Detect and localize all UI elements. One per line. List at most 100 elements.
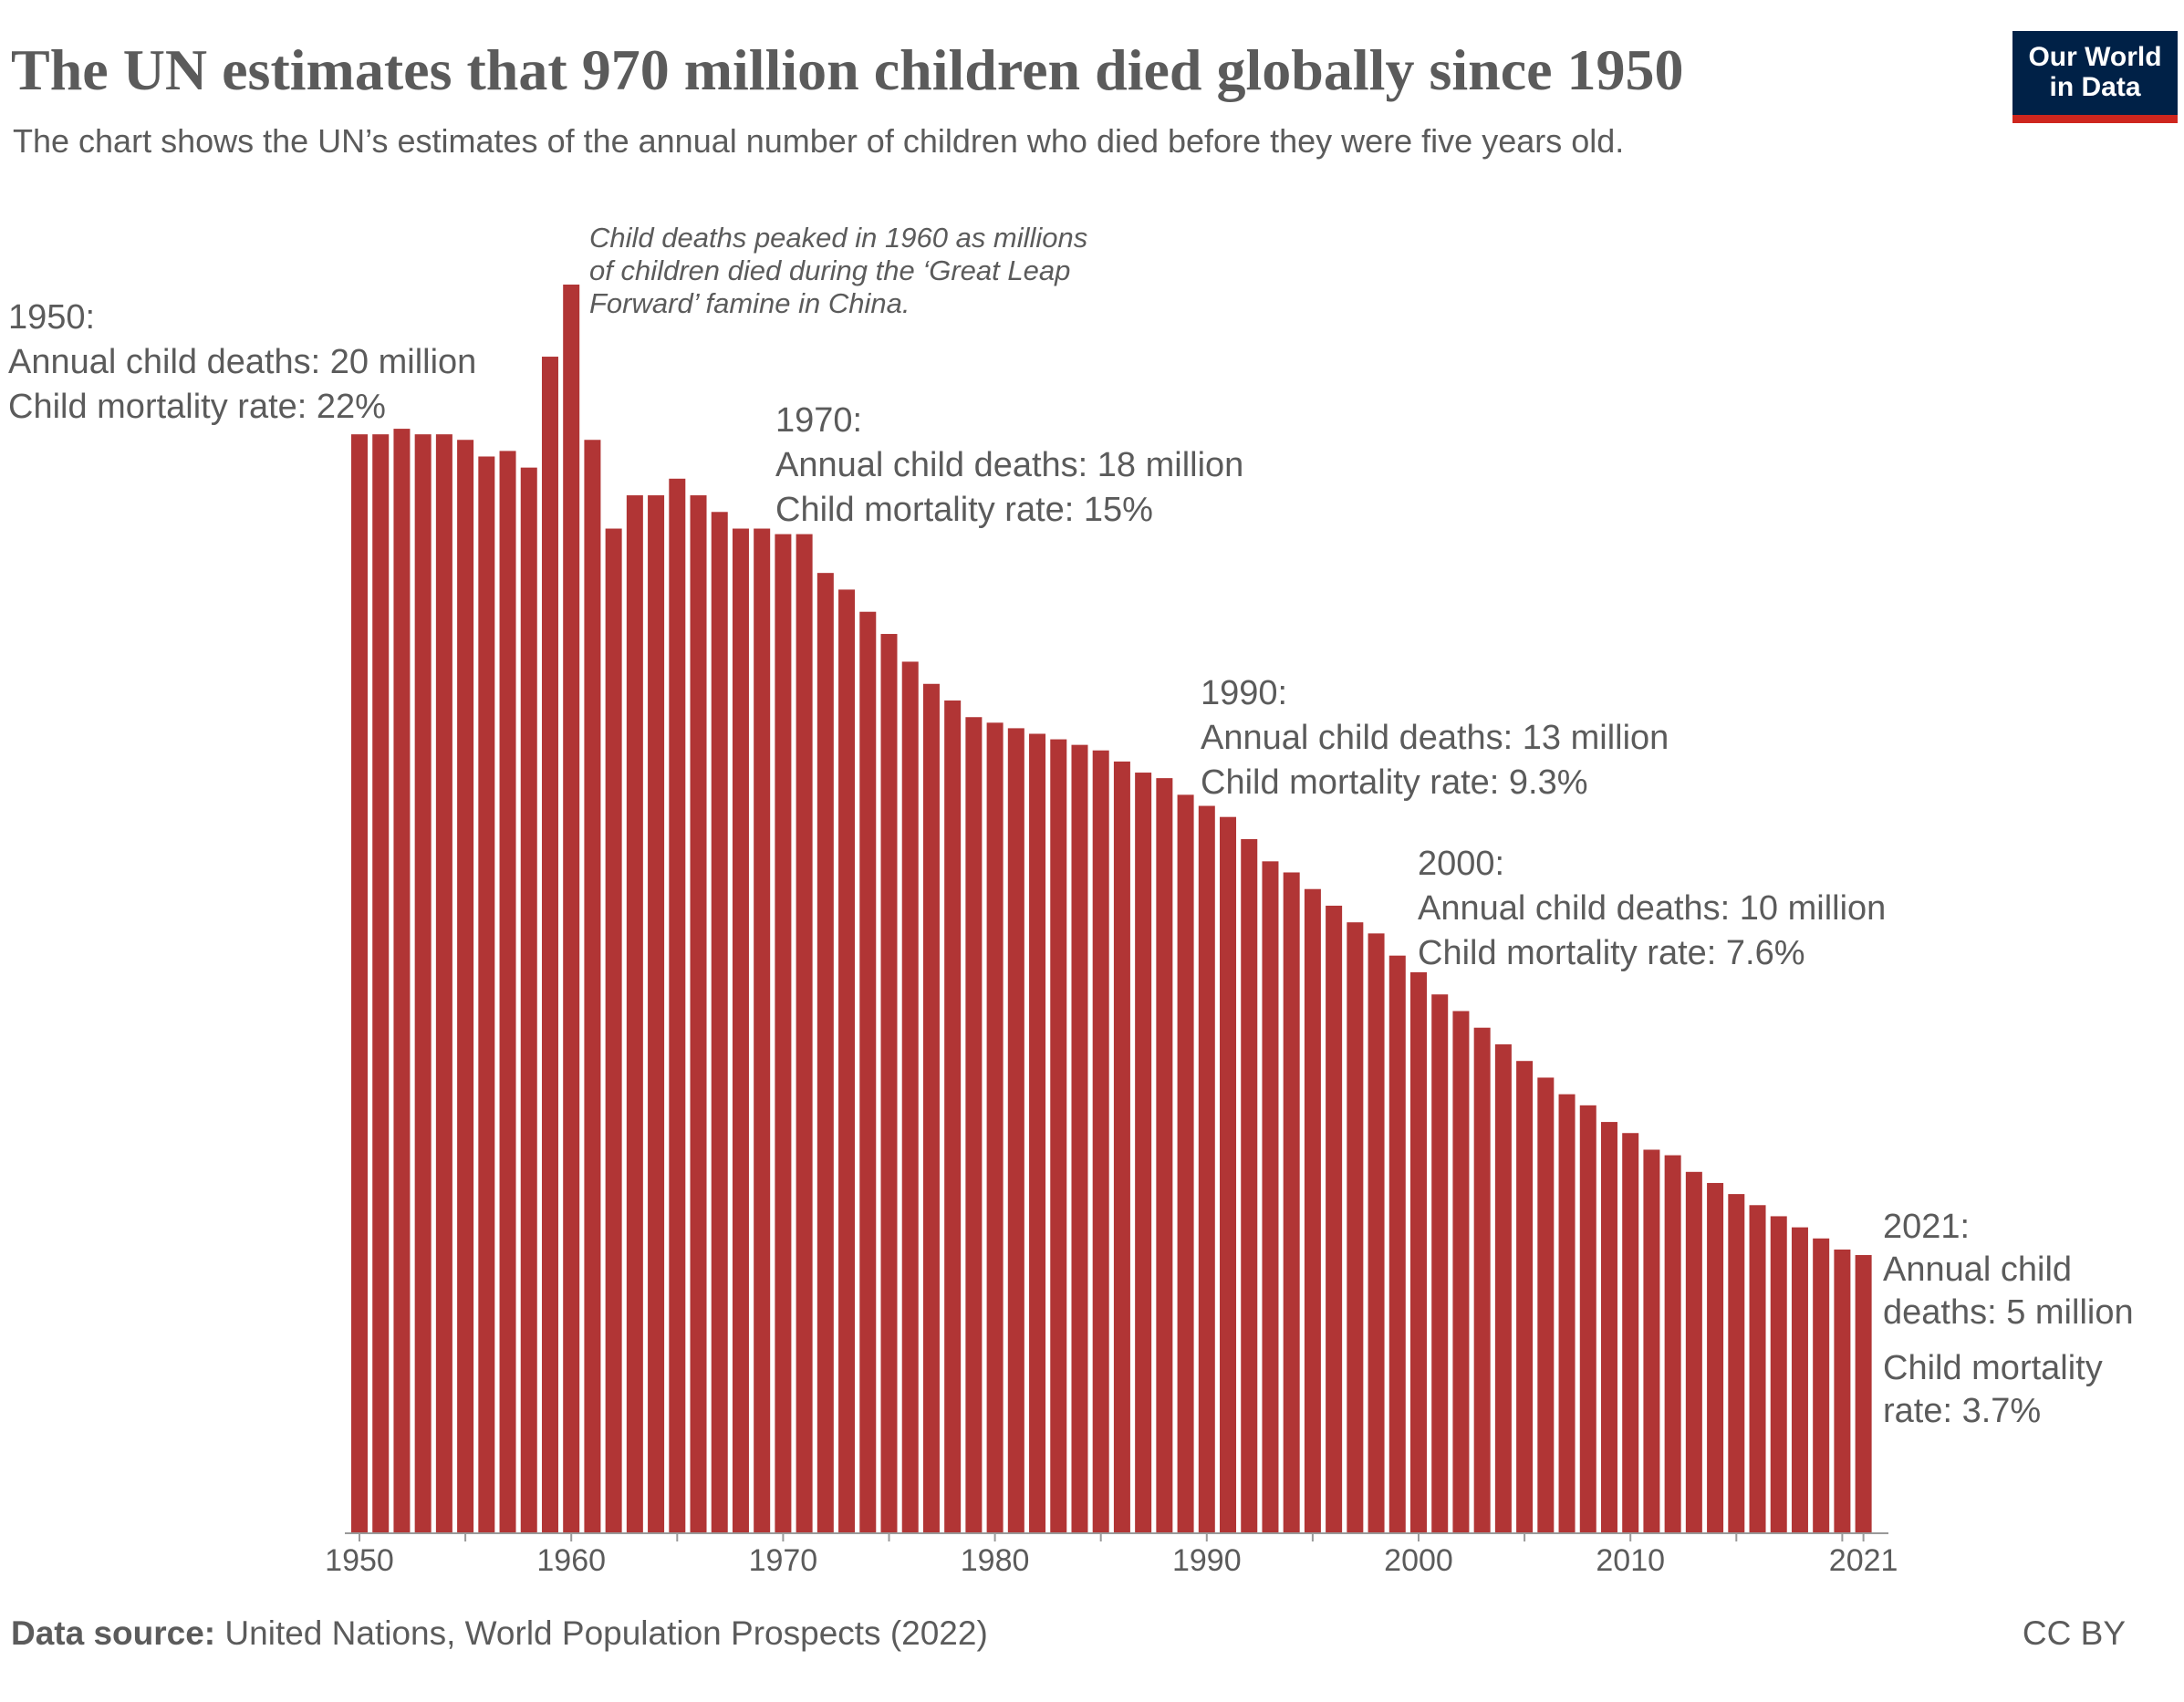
bar-2005[interactable] <box>1516 1061 1534 1532</box>
bar-1999[interactable] <box>1388 955 1406 1532</box>
annotation-1990: 1990: Annual child deaths: 13 million Ch… <box>1201 671 1669 805</box>
bar-1978[interactable] <box>944 701 962 1532</box>
bar-1997[interactable] <box>1347 922 1364 1532</box>
bar-2015[interactable] <box>1728 1194 1745 1532</box>
bar-1964[interactable] <box>648 495 665 1532</box>
bar-1982[interactable] <box>1029 733 1046 1532</box>
bar-1986[interactable] <box>1113 761 1130 1532</box>
annotation-deaths: Annual child <box>1883 1251 2073 1289</box>
bar-2021[interactable] <box>1855 1255 1872 1532</box>
bar-1973[interactable] <box>838 589 856 1532</box>
bar-2010[interactable] <box>1622 1133 1639 1532</box>
bar-1951[interactable] <box>372 434 390 1532</box>
bar-1966[interactable] <box>690 495 707 1532</box>
bar-1985[interactable] <box>1092 750 1109 1532</box>
bar-2008[interactable] <box>1579 1105 1596 1532</box>
bar-1993[interactable] <box>1262 861 1279 1532</box>
bar-2016[interactable] <box>1749 1205 1766 1532</box>
annotation-rate: Child mortality rate: 15% <box>775 491 1153 529</box>
bar-1983[interactable] <box>1050 739 1067 1532</box>
bar-1961[interactable] <box>584 440 601 1532</box>
bar-2020[interactable] <box>1834 1249 1851 1532</box>
annotation-year: 2000: <box>1418 845 1505 883</box>
bar-1971[interactable] <box>796 534 813 1532</box>
bar-2007[interactable] <box>1558 1094 1576 1532</box>
owid-logo[interactable]: Our World in Data <box>2012 31 2178 123</box>
data-source: Data source: United Nations, World Popul… <box>11 1614 988 1653</box>
bar-1955[interactable] <box>457 440 474 1532</box>
bar-1975[interactable] <box>880 634 898 1532</box>
bar-2019[interactable] <box>1813 1238 1830 1532</box>
data-source-label: Data source: <box>11 1614 216 1652</box>
peak-note-line: Forward’ famine in China. <box>589 287 910 319</box>
bar-1989[interactable] <box>1177 794 1194 1532</box>
bar-1998[interactable] <box>1368 933 1385 1532</box>
bar-1950[interactable] <box>351 434 368 1532</box>
bar-2002[interactable] <box>1452 1011 1470 1532</box>
annotation-year: 2021: <box>1883 1208 1971 1246</box>
bar-2006[interactable] <box>1537 1077 1555 1532</box>
annotation-2000: 2000: Annual child deaths: 10 million Ch… <box>1418 842 1886 976</box>
data-source-text[interactable]: United Nations, World Population Prospec… <box>224 1614 988 1652</box>
annotation-rate: Child mortality rate: 22% <box>8 388 386 426</box>
bar-1952[interactable] <box>393 429 411 1533</box>
annotation-deaths: deaths: 5 million <box>1883 1293 2134 1332</box>
bar-1967[interactable] <box>711 512 728 1532</box>
bar-1958[interactable] <box>520 467 537 1532</box>
peak-note-line: of children died during the ‘Great Leap <box>589 254 1071 286</box>
bar-1996[interactable] <box>1326 905 1343 1532</box>
annotation-deaths: Annual child deaths: 13 million <box>1201 719 1669 757</box>
bar-2014[interactable] <box>1707 1182 1724 1532</box>
bar-1988[interactable] <box>1156 778 1173 1532</box>
x-tick-label: 2021 <box>1829 1543 1898 1578</box>
bar-1976[interactable] <box>901 661 919 1532</box>
bar-2011[interactable] <box>1643 1149 1660 1532</box>
bar-1962[interactable] <box>605 528 622 1532</box>
bar-1990[interactable] <box>1198 805 1215 1532</box>
bar-1972[interactable] <box>816 573 834 1533</box>
x-tick-label: 1950 <box>325 1543 394 1578</box>
bar-1980[interactable] <box>986 722 1004 1532</box>
bar-2009[interactable] <box>1600 1122 1617 1532</box>
bar-1953[interactable] <box>414 434 432 1532</box>
bar-1981[interactable] <box>1007 728 1024 1532</box>
bar-1979[interactable] <box>965 717 983 1532</box>
logo-line-1: Our World <box>2028 42 2162 72</box>
annotation-rate: rate: 3.7% <box>1883 1392 2042 1430</box>
bar-1992[interactable] <box>1241 839 1258 1532</box>
bar-1974[interactable] <box>859 611 877 1532</box>
annotation-year: 1990: <box>1201 674 1288 712</box>
bar-1991[interactable] <box>1220 816 1237 1532</box>
license-link[interactable]: CC BY <box>2022 1614 2126 1652</box>
bar-1968[interactable] <box>732 528 749 1532</box>
bar-2000[interactable] <box>1410 971 1427 1532</box>
bar-2013[interactable] <box>1685 1171 1702 1532</box>
bar-1957[interactable] <box>499 451 516 1532</box>
bar-2004[interactable] <box>1494 1043 1512 1532</box>
bar-2018[interactable] <box>1791 1227 1808 1532</box>
x-axis-ticks <box>359 1533 1865 1541</box>
bar-1965[interactable] <box>669 478 686 1532</box>
x-tick-label: 2000 <box>1384 1543 1453 1578</box>
annotation-1950: 1950: Annual child deaths: 20 million Ch… <box>8 296 476 430</box>
bar-2017[interactable] <box>1770 1216 1787 1532</box>
annotation-rate: Child mortality rate: 7.6% <box>1418 934 1805 972</box>
bar-1960[interactable] <box>563 285 580 1532</box>
bar-1995[interactable] <box>1304 888 1321 1532</box>
bar-1987[interactable] <box>1135 773 1152 1532</box>
bar-2012[interactable] <box>1664 1155 1681 1532</box>
bar-1977[interactable] <box>922 683 940 1532</box>
bar-2003[interactable] <box>1473 1027 1491 1532</box>
annotation-year: 1950: <box>8 298 96 337</box>
bar-1969[interactable] <box>754 528 771 1532</box>
bar-1954[interactable] <box>435 434 452 1532</box>
bar-1970[interactable] <box>775 534 792 1532</box>
annotation-year: 1970: <box>775 401 863 440</box>
bar-1994[interactable] <box>1283 872 1300 1532</box>
bar-1984[interactable] <box>1071 744 1088 1532</box>
bar-2001[interactable] <box>1431 994 1449 1532</box>
bar-1963[interactable] <box>626 495 643 1532</box>
bar-1956[interactable] <box>478 456 495 1533</box>
bar-1959[interactable] <box>541 357 558 1532</box>
